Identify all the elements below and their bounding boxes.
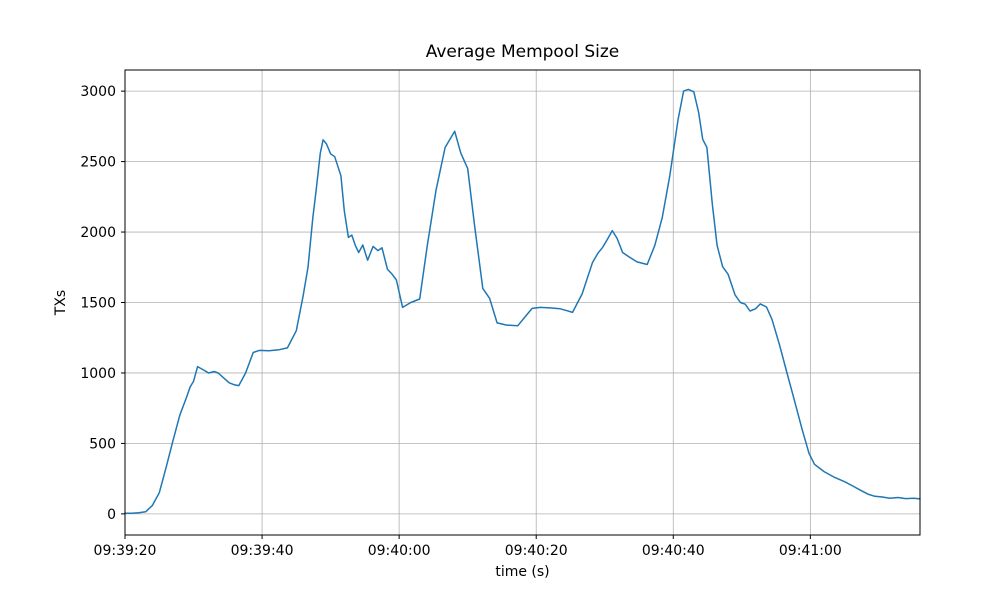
y-tick-label: 1000 [80,366,116,382]
y-tick-label: 1500 [80,296,116,312]
x-tick-label: 09:40:00 [368,543,431,559]
x-tick-label: 09:39:40 [231,543,294,559]
series-line [124,88,921,514]
y-tick-label: 0 [107,507,116,523]
chart-title: Average Mempool Size [426,42,620,62]
x-tick-label: 09:40:20 [505,543,568,559]
grid-layer [124,70,920,535]
x-tick-label: 09:39:20 [94,543,157,559]
x-axis-label: time (s) [495,564,549,580]
y-tick-label: 2500 [80,155,116,171]
y-tick-label: 500 [89,436,116,452]
tick-layer: 09:39:20 09:39:40 09:40:00 09:40:20 09:40:40… [80,84,841,559]
x-tick-label: 09:40:40 [642,543,705,559]
y-axis-label: TXs [53,290,69,316]
y-tick-label: 2000 [80,225,116,241]
y-tick-label: 3000 [80,84,116,100]
x-tick-label: 09:41:00 [779,543,842,559]
line-layer [124,88,921,514]
